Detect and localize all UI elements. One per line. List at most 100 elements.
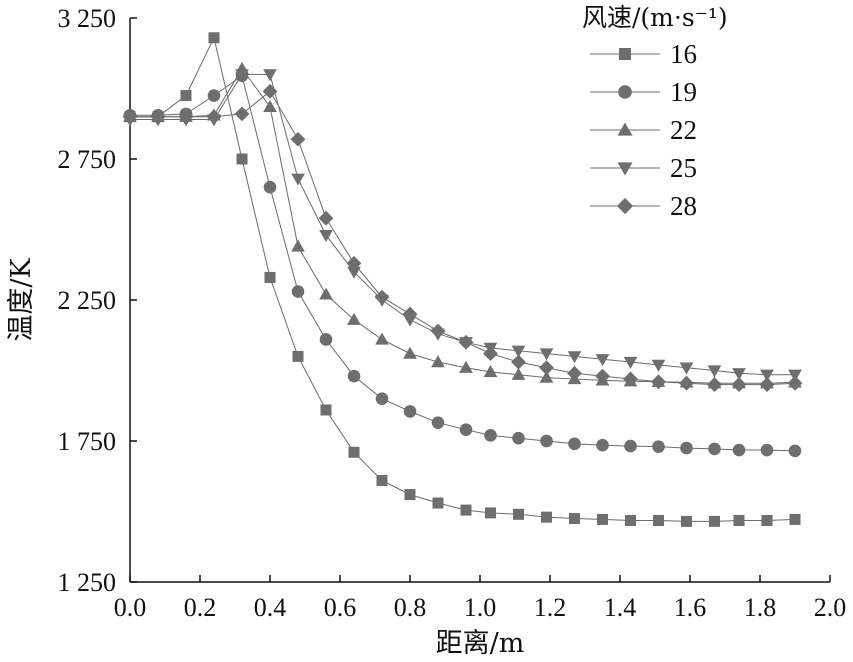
data-point xyxy=(732,368,746,381)
data-point xyxy=(760,369,774,382)
data-point xyxy=(431,355,445,368)
x-tick-label: 1.2 xyxy=(534,593,567,622)
data-point xyxy=(652,440,665,453)
data-point xyxy=(597,513,608,525)
data-point xyxy=(319,229,333,243)
data-point xyxy=(347,312,361,325)
legend-marker xyxy=(617,162,633,176)
data-point xyxy=(346,255,362,271)
data-point xyxy=(180,90,192,102)
data-point xyxy=(319,287,333,300)
data-point xyxy=(404,489,416,501)
data-point xyxy=(569,513,580,525)
legend-label: 22 xyxy=(670,115,697,145)
series-layer xyxy=(122,32,803,527)
data-point xyxy=(402,306,418,322)
data-point xyxy=(733,515,745,527)
data-point xyxy=(459,423,473,437)
data-point xyxy=(568,437,581,451)
legend-item-28: 28 xyxy=(590,191,697,221)
data-point xyxy=(787,375,803,391)
data-point xyxy=(595,354,610,367)
legend-item-16: 16 xyxy=(590,39,697,69)
y-axis-title: 温度/K xyxy=(6,258,37,342)
x-tick-label: 1.4 xyxy=(604,593,637,622)
data-point xyxy=(459,360,473,373)
data-point xyxy=(679,375,694,391)
legend-label: 28 xyxy=(670,191,697,221)
x-tick-label: 2.0 xyxy=(814,593,847,622)
data-point xyxy=(679,362,694,375)
data-point xyxy=(624,439,637,453)
data-point xyxy=(511,345,526,358)
data-point xyxy=(651,374,666,390)
data-point xyxy=(347,266,361,279)
data-point xyxy=(511,367,526,380)
legend-marker xyxy=(617,122,633,136)
data-point xyxy=(208,32,220,44)
y-tick-label: 2 750 xyxy=(58,145,117,174)
y-tick-label: 1 750 xyxy=(58,427,117,456)
y-tick-label: 2 250 xyxy=(58,286,117,315)
data-point xyxy=(760,443,774,457)
legend-title: 风速/(m·s⁻¹) xyxy=(582,3,728,32)
data-point xyxy=(431,416,445,429)
data-point xyxy=(539,370,554,383)
data-point xyxy=(292,350,304,362)
data-point xyxy=(290,131,306,147)
data-point xyxy=(788,369,802,382)
x-tick-label: 0.6 xyxy=(324,593,357,622)
data-point xyxy=(788,444,802,458)
data-point xyxy=(460,504,472,516)
data-point xyxy=(596,438,609,452)
data-point xyxy=(403,346,417,359)
data-point xyxy=(625,515,636,527)
data-point xyxy=(485,507,496,519)
data-point xyxy=(511,354,526,370)
data-point xyxy=(708,442,721,456)
data-point xyxy=(264,271,276,283)
data-point xyxy=(291,285,305,298)
data-point xyxy=(789,513,801,525)
data-point xyxy=(567,351,582,364)
data-point xyxy=(567,365,582,381)
data-point xyxy=(539,360,554,376)
data-point xyxy=(319,333,333,346)
data-point xyxy=(681,515,692,527)
data-point xyxy=(178,109,194,125)
data-point xyxy=(540,434,553,448)
data-point xyxy=(707,365,722,378)
data-point xyxy=(731,377,747,393)
data-point xyxy=(375,332,389,345)
data-point xyxy=(484,429,497,442)
data-point xyxy=(403,405,417,418)
legend-label: 25 xyxy=(670,153,697,183)
data-point xyxy=(150,109,166,125)
legend-marker xyxy=(619,48,631,60)
data-point xyxy=(707,377,722,393)
x-tick-label: 0.2 xyxy=(184,593,217,622)
data-point xyxy=(680,441,693,455)
data-point xyxy=(595,368,610,384)
legend-item-25: 25 xyxy=(590,153,697,183)
x-tick-label: 0.0 xyxy=(114,593,147,622)
x-tick-label: 0.8 xyxy=(394,593,427,622)
data-point xyxy=(318,210,334,226)
data-point xyxy=(483,365,498,378)
series-16 xyxy=(124,32,801,527)
data-point xyxy=(263,180,277,194)
series-19 xyxy=(123,69,802,458)
data-point xyxy=(376,474,388,486)
data-point xyxy=(206,109,222,125)
data-point xyxy=(262,83,278,99)
data-point xyxy=(483,346,498,362)
data-point xyxy=(122,109,138,125)
data-point xyxy=(623,371,638,387)
y-axis-ticks: 1 250 1 750 2 250 2 750 3 250 xyxy=(58,4,137,597)
data-point xyxy=(291,239,305,252)
legend: 风速/(m·s⁻¹) 16 19 22 25 28 xyxy=(582,3,728,221)
data-point xyxy=(207,89,221,102)
x-tick-label: 0.4 xyxy=(254,593,287,622)
data-point xyxy=(430,323,446,339)
